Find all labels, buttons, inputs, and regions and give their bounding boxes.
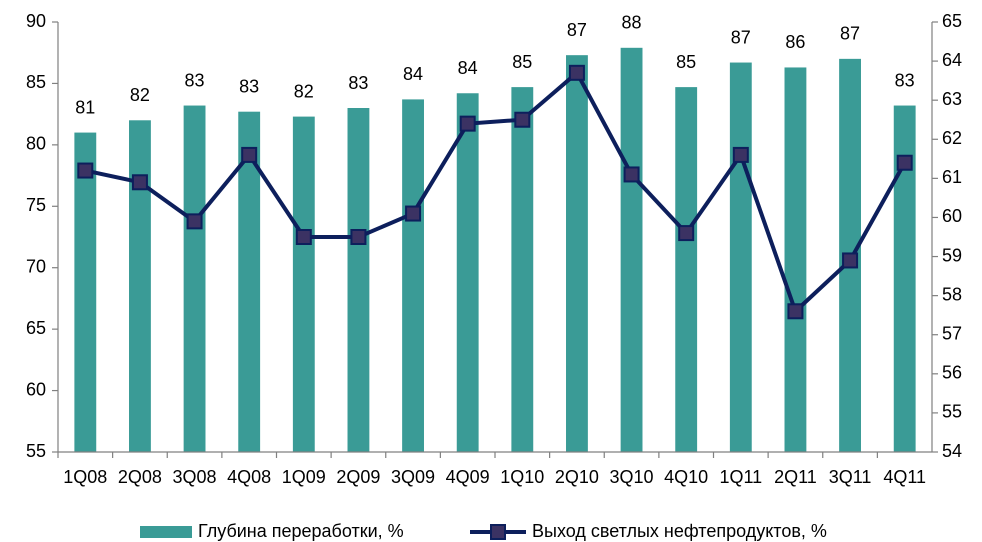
bar-value-label: 86 — [785, 32, 805, 52]
line-marker — [459, 115, 476, 132]
line-marker — [77, 162, 94, 179]
x-tick-label: 1Q08 — [63, 467, 107, 487]
bar — [183, 105, 206, 453]
bar — [238, 111, 261, 452]
bar-value-label: 88 — [622, 13, 642, 33]
bar-value-label: 85 — [676, 52, 696, 72]
bar — [129, 120, 151, 453]
line-marker — [186, 213, 203, 230]
bar — [566, 55, 588, 453]
bar-value-label: 83 — [239, 76, 259, 96]
y2-tick-label: 65 — [942, 11, 962, 31]
x-tick-label: 3Q08 — [173, 467, 217, 487]
y-tick-label: 85 — [26, 72, 46, 92]
line-marker — [732, 146, 749, 163]
y2-tick-label: 63 — [942, 89, 962, 109]
x-tick-label: 2Q09 — [336, 467, 380, 487]
y2-tick-label: 58 — [942, 284, 962, 304]
x-tick-label: 4Q09 — [446, 467, 490, 487]
bar — [893, 105, 916, 453]
x-tick-label: 2Q10 — [555, 467, 599, 487]
line-marker — [131, 174, 148, 191]
line-marker — [295, 229, 312, 245]
line-marker — [896, 154, 913, 171]
y-tick-label: 55 — [26, 441, 46, 461]
line-marker — [842, 252, 859, 269]
bar — [729, 62, 752, 453]
legend-label: Глубина переработки, % — [198, 521, 404, 541]
line-marker — [350, 229, 367, 245]
line-marker — [405, 205, 422, 222]
x-tick-label: 1Q10 — [500, 467, 544, 487]
bar — [456, 93, 479, 452]
x-tick-label: 3Q10 — [610, 467, 654, 487]
legend-marker — [490, 524, 506, 540]
y2-tick-label: 59 — [942, 245, 962, 265]
bar-value-label: 81 — [75, 97, 95, 117]
line-marker — [623, 166, 640, 183]
y-tick-label: 90 — [26, 11, 46, 31]
x-tick-label: 4Q10 — [664, 467, 708, 487]
x-tick-label: 4Q11 — [883, 467, 926, 487]
line-marker — [568, 64, 585, 81]
legend-label: Выход светлых нефтепродуктов, % — [532, 521, 827, 541]
y2-tick-label: 54 — [942, 441, 962, 461]
bar — [74, 132, 97, 453]
x-tick-label: 2Q08 — [118, 467, 162, 487]
line-marker — [787, 303, 804, 320]
y2-tick-label: 61 — [942, 167, 962, 187]
bar-value-label: 84 — [403, 64, 423, 84]
y2-tick-label: 56 — [942, 363, 962, 383]
y-tick-label: 70 — [26, 256, 46, 276]
y2-tick-label: 60 — [942, 206, 962, 226]
bar — [511, 87, 534, 452]
bar-value-label: 83 — [185, 70, 205, 90]
bar — [292, 116, 315, 452]
bar-value-label: 84 — [458, 58, 478, 78]
bar-value-label: 83 — [348, 73, 368, 93]
bar-value-label: 82 — [130, 85, 150, 105]
y2-tick-label: 64 — [942, 50, 962, 70]
bar — [784, 67, 807, 452]
bar-value-label: 85 — [512, 52, 532, 72]
bar-value-label: 87 — [840, 24, 860, 44]
line — [84, 69, 907, 315]
x-tick-label: 2Q11 — [774, 467, 817, 487]
bar — [347, 108, 370, 452]
line-marker — [678, 225, 695, 242]
x-tick-label: 1Q09 — [282, 467, 326, 487]
bar — [402, 99, 424, 453]
y-tick-label: 75 — [26, 195, 46, 215]
y-tick-label: 60 — [26, 379, 46, 399]
line-marker — [241, 146, 258, 163]
x-tick-label: 1Q11 — [719, 467, 762, 487]
bar — [675, 87, 698, 452]
bar — [620, 47, 643, 453]
x-tick-label: 3Q09 — [391, 467, 435, 487]
bar-value-label: 83 — [895, 70, 915, 90]
y-tick-label: 65 — [26, 318, 46, 338]
y2-tick-label: 57 — [942, 323, 962, 343]
bar-value-label: 82 — [294, 81, 314, 101]
bar-value-label: 87 — [567, 20, 587, 40]
x-tick-label: 4Q08 — [227, 467, 271, 487]
bar-value-label: 87 — [731, 27, 751, 47]
y2-tick-label: 62 — [942, 128, 962, 148]
line-marker — [514, 111, 531, 128]
x-tick-label: 3Q11 — [829, 467, 872, 487]
y2-tick-label: 55 — [942, 402, 962, 422]
y-tick-label: 80 — [26, 134, 46, 154]
legend-swatch — [140, 526, 192, 538]
